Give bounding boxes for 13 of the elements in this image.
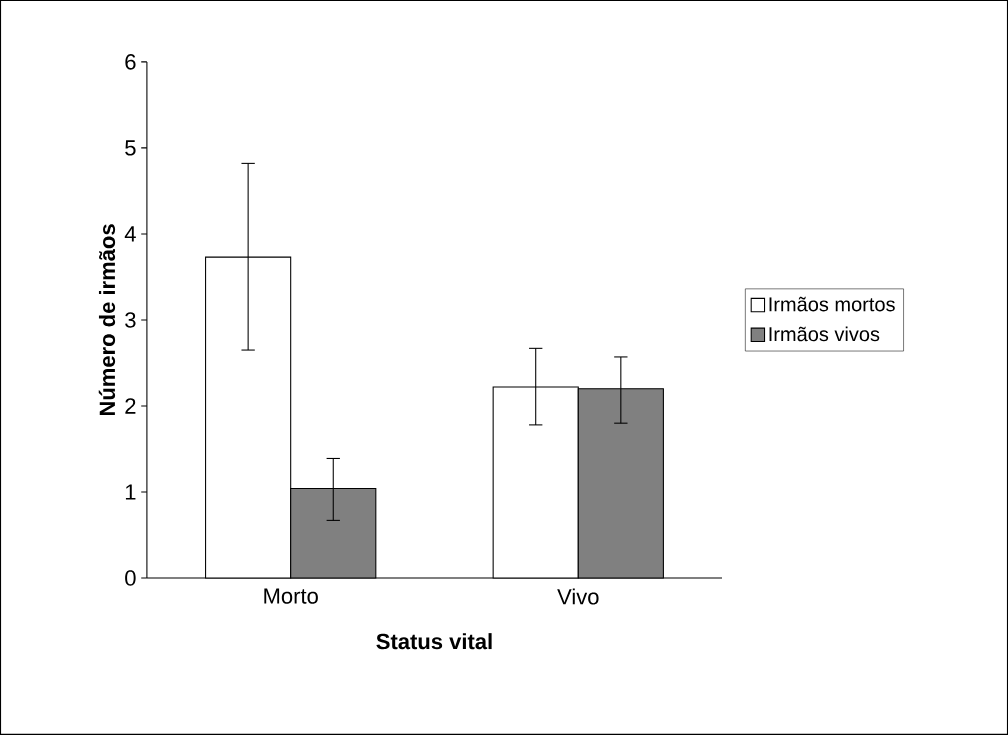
x-axis-title: Status vital [376,633,492,650]
y-tick-label: 6 [125,54,136,70]
y-tick-label: 3 [125,312,136,328]
x-tick-label: Vivo [557,588,599,605]
y-tick-label: 2 [125,398,136,414]
x-tick-label: Morto [264,588,318,604]
legend-label: Irmãos vivos [769,326,880,342]
y-tick-label: 4 [124,226,136,242]
y-tick-label: 1 [125,484,136,500]
y-tick-label: 5 [125,140,136,156]
y-tick-label: 0 [125,570,136,586]
y-axis-title: Número de irmãos [98,224,116,416]
legend-label: Irmãos mortos [769,296,895,312]
